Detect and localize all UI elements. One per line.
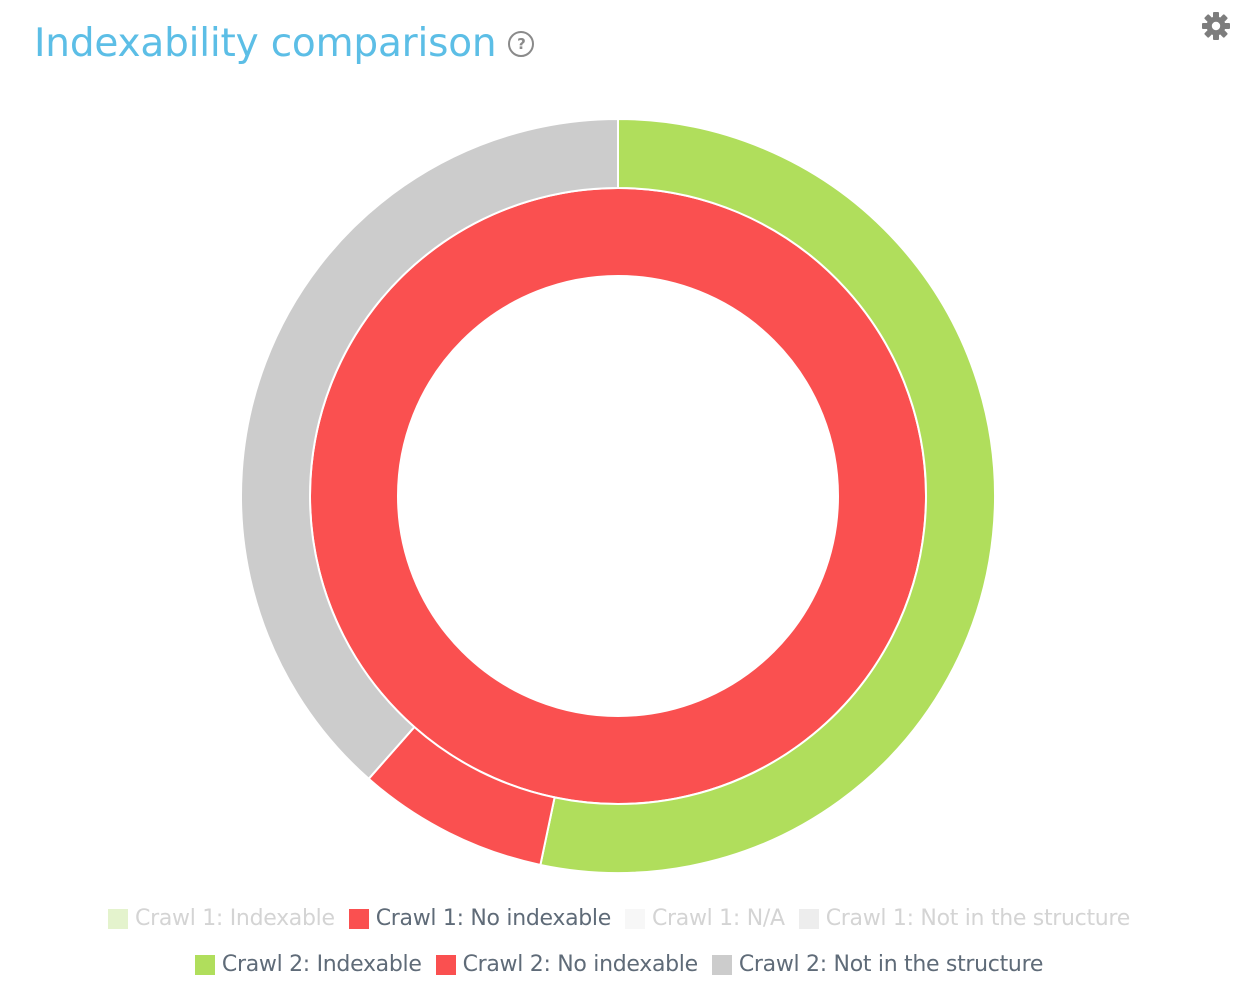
legend-swatch xyxy=(625,908,645,929)
chart-title: Indexability comparison xyxy=(34,21,497,66)
question-circle-icon[interactable]: ? xyxy=(508,31,535,57)
legend-swatch xyxy=(194,954,215,975)
legend-row-crawl-2: Crawl 2: Indexable Crawl 2: No indexable C… xyxy=(0,952,1238,977)
legend-label: Crawl 2: No indexable xyxy=(462,952,699,977)
legend-swatch xyxy=(798,908,819,929)
gear-icon[interactable] xyxy=(1200,10,1232,42)
legend-label: Crawl 1: N/A xyxy=(652,906,785,931)
slice-crawl-2-indexable[interactable] xyxy=(539,117,996,874)
legend-item-crawl-2-not-in-the-structure[interactable]: Crawl 2: Not in the structure xyxy=(711,952,1044,977)
legend-swatch xyxy=(711,954,732,975)
legend-item-crawl-2-indexable[interactable]: Crawl 2: Indexable xyxy=(194,952,422,977)
legend-label: Crawl 1: Not in the structure xyxy=(825,906,1131,931)
legend-swatch xyxy=(108,908,129,929)
slice-crawl-1-no-indexable[interactable] xyxy=(309,186,927,806)
legend-row-crawl-1: Crawl 1: Indexable Crawl 1: No indexable C… xyxy=(0,906,1238,931)
slice-crawl-2-not-in-the-structure[interactable] xyxy=(239,117,619,781)
legend-item-crawl-1-not-in-the-structure[interactable]: Crawl 1: Not in the structure xyxy=(798,906,1131,931)
legend-item-crawl-2-no-indexable[interactable]: Crawl 2: No indexable xyxy=(435,952,699,977)
legend-label: Crawl 2: Not in the structure xyxy=(738,952,1044,977)
title-row: Indexability comparison ? xyxy=(34,18,535,70)
legend-item-crawl-1-no-indexable[interactable]: Crawl 1: No indexable xyxy=(348,906,612,931)
legend-item-crawl-1-indexable[interactable]: Crawl 1: Indexable xyxy=(108,906,335,931)
legend-swatch xyxy=(435,954,456,975)
legend-label: Crawl 2: Indexable xyxy=(221,952,422,977)
donut-chart xyxy=(239,117,996,874)
legend-swatch xyxy=(348,908,369,929)
legend-item-crawl-1-n-a[interactable]: Crawl 1: N/A xyxy=(625,906,785,931)
legend-label: Crawl 1: No indexable xyxy=(375,906,612,931)
legend-label: Crawl 1: Indexable xyxy=(135,906,335,931)
